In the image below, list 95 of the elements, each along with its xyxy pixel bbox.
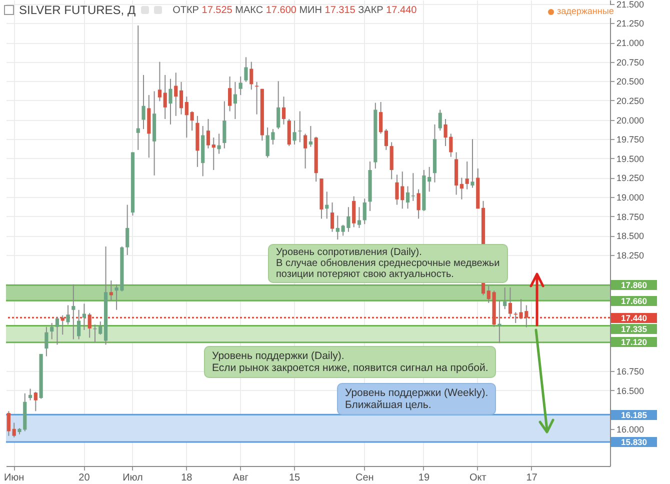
ref-line-label: 17.440 bbox=[611, 312, 657, 323]
candlestick bbox=[72, 284, 76, 340]
x-tick-label: Окт bbox=[469, 472, 487, 484]
y-tick-label: 19.500 bbox=[616, 154, 644, 164]
y-tick-label: 18.250 bbox=[616, 250, 644, 261]
y-tick-label: 16.000 bbox=[616, 424, 644, 434]
candlestick bbox=[12, 422, 16, 438]
y-tick-label: 20.000 bbox=[616, 115, 644, 126]
candlestick bbox=[390, 142, 394, 180]
y-tick-label: 19.250 bbox=[616, 173, 644, 184]
candlestick bbox=[6, 410, 10, 436]
y-tick-label: 21.500 bbox=[616, 0, 644, 10]
y-tick-label: 20.500 bbox=[616, 76, 644, 87]
x-tick-label: 19 bbox=[418, 472, 430, 484]
candlestick bbox=[486, 285, 490, 304]
x-tick-label: 15 bbox=[288, 472, 301, 484]
chart-title: SILVER FUTURES, Д bbox=[19, 3, 136, 17]
candlestick bbox=[438, 109, 442, 132]
candlestick bbox=[34, 391, 38, 412]
candlestick bbox=[163, 74, 167, 120]
candlestick bbox=[55, 316, 60, 346]
candlestick bbox=[362, 198, 366, 225]
y-tick-label: 21.000 bbox=[616, 38, 644, 48]
ref-line-label: 16.185 bbox=[611, 410, 657, 420]
x-tick-label: Июн bbox=[4, 472, 24, 484]
candlestick bbox=[379, 102, 383, 134]
annotation: Уровень поддержки (Weekly). Ближайшая цель. bbox=[345, 387, 488, 411]
y-tick-label: 18.500 bbox=[616, 231, 644, 242]
candlestick bbox=[212, 137, 216, 171]
ref-line-label: 17.860 bbox=[611, 280, 657, 290]
candlestick bbox=[357, 206, 362, 228]
x-tick-label: 17 bbox=[526, 472, 538, 484]
annotation: Уровень сопротивления (Daily). В случае обновления среднесрочные медвежьи позиции потеряют свою актуальность. bbox=[276, 247, 500, 280]
candlestick bbox=[460, 177, 464, 200]
candlestick bbox=[142, 74, 146, 130]
x-tick-label: 20 bbox=[78, 472, 90, 484]
candlestick bbox=[66, 304, 70, 326]
candlestick bbox=[233, 81, 237, 120]
candlestick bbox=[411, 172, 415, 202]
candlestick bbox=[238, 76, 242, 96]
candlestick bbox=[179, 81, 184, 115]
ref-line-label: 17.335 bbox=[611, 324, 657, 334]
candlestick bbox=[470, 138, 474, 188]
candlestick bbox=[244, 56, 248, 82]
ref-line-label: 17.660 bbox=[611, 296, 657, 306]
candlestick bbox=[50, 322, 54, 340]
candlestick bbox=[298, 110, 302, 143]
y-tick-label: 20.250 bbox=[616, 96, 644, 106]
x-tick-label: Авг bbox=[232, 472, 249, 484]
ref-line-label: 17.120 bbox=[611, 337, 657, 348]
candlestick bbox=[336, 215, 340, 240]
candlestick bbox=[174, 72, 178, 116]
candlestick bbox=[308, 125, 312, 148]
y-tick-label: 21.250 bbox=[616, 18, 644, 29]
candlestick bbox=[282, 96, 286, 125]
x-tick-label: Сен bbox=[355, 472, 374, 484]
candlestick bbox=[28, 388, 32, 401]
y-tick-label: 20.750 bbox=[616, 57, 644, 68]
candlestick bbox=[384, 128, 388, 150]
candlestick bbox=[109, 280, 113, 302]
candlestick bbox=[217, 133, 221, 154]
y-tick-label: 19.750 bbox=[616, 134, 644, 145]
candlestick bbox=[330, 202, 334, 232]
candlestick bbox=[250, 61, 254, 90]
candlestick bbox=[304, 133, 308, 169]
candlestick bbox=[44, 326, 48, 357]
candlestick bbox=[465, 161, 469, 190]
x-tick-label: 18 bbox=[181, 472, 193, 484]
candlestick bbox=[136, 25, 140, 150]
y-tick-label: 16.750 bbox=[616, 366, 644, 376]
candlestick bbox=[168, 78, 172, 125]
candlestick bbox=[158, 61, 162, 102]
candlestick bbox=[292, 120, 296, 146]
candlestick bbox=[222, 100, 226, 149]
annotation: Уровень поддержки (Daily). Если рынок закроется ниже, появится сигнал на пробой. bbox=[212, 350, 488, 374]
candlestick bbox=[406, 186, 410, 210]
candlestick bbox=[77, 309, 81, 340]
annotation: задержанные bbox=[557, 6, 614, 16]
x-tick-label: Июл bbox=[122, 472, 144, 484]
chart-subtitle: ОТКР 17.525 МАКС 17.600 МИН 17.315 ЗАКР 17.440 bbox=[172, 4, 417, 16]
candlestick bbox=[352, 196, 356, 228]
candlestick bbox=[503, 286, 507, 310]
candlestick bbox=[184, 96, 188, 138]
candlestick bbox=[276, 80, 280, 130]
y-tick-label: 16.500 bbox=[616, 386, 644, 396]
candlestick bbox=[416, 188, 420, 220]
candlestick bbox=[428, 166, 432, 192]
y-tick-label: 19.000 bbox=[616, 192, 644, 203]
candlestick bbox=[126, 204, 130, 256]
candlestick bbox=[287, 118, 291, 147]
candlestick bbox=[190, 110, 194, 132]
ref-line-label: 15.830 bbox=[611, 437, 657, 448]
candlestick bbox=[206, 118, 210, 149]
y-tick-label: 18.750 bbox=[616, 212, 644, 222]
candlestick bbox=[228, 76, 232, 112]
